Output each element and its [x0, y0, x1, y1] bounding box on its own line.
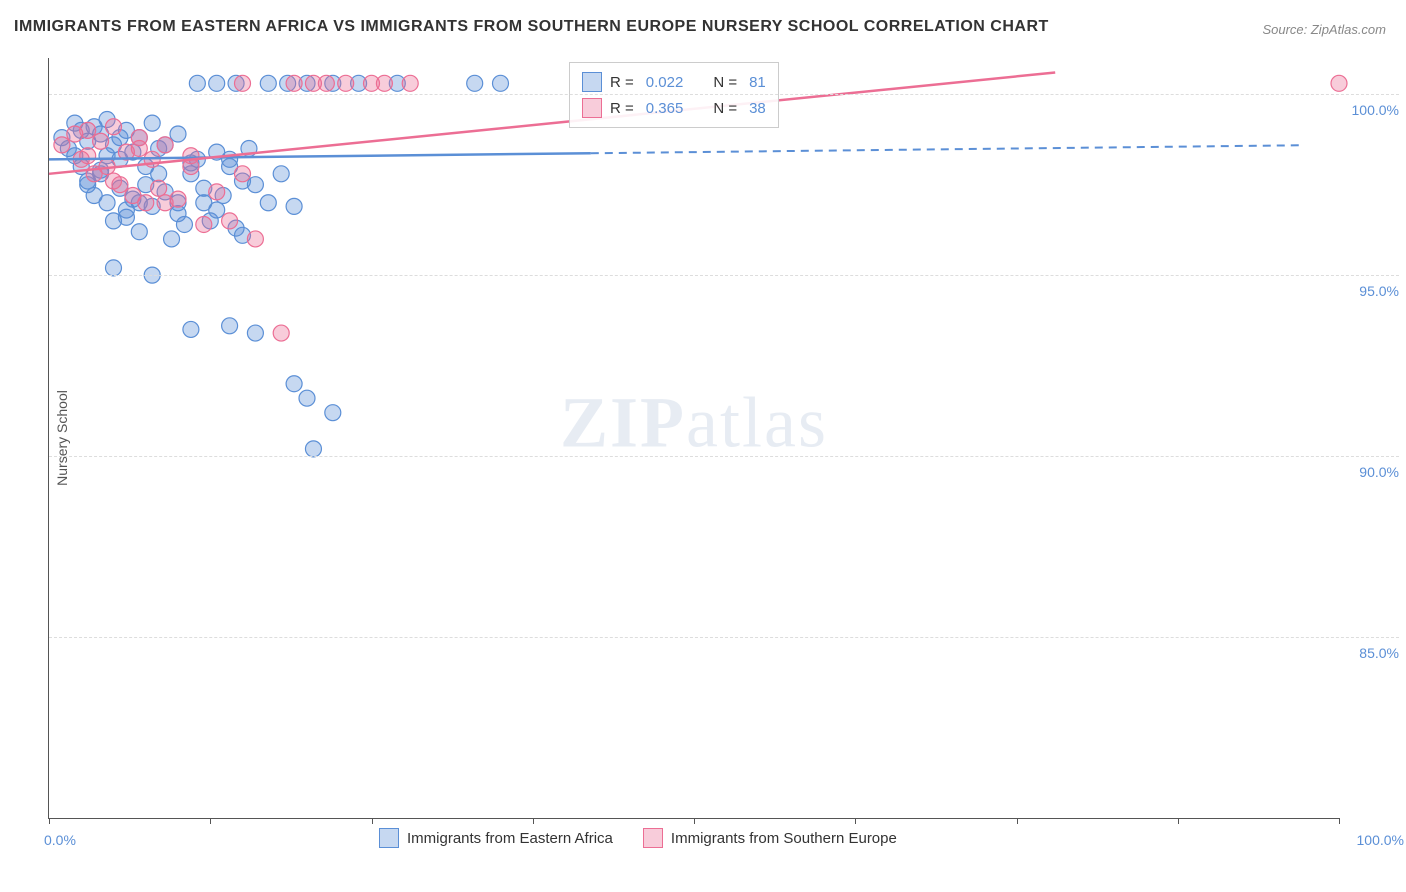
data-point	[196, 216, 212, 232]
gridline	[49, 275, 1399, 276]
data-point	[247, 231, 263, 247]
y-tick-label: 100.0%	[1344, 102, 1399, 118]
x-axis-max-label: 100.0%	[1357, 832, 1404, 848]
x-tick	[210, 818, 211, 824]
x-tick	[855, 818, 856, 824]
data-point	[151, 180, 167, 196]
y-tick-label: 90.0%	[1344, 464, 1399, 480]
n-value: 81	[749, 74, 766, 91]
series-legend-label: Immigrants from Southern Europe	[671, 830, 897, 847]
data-point	[222, 213, 238, 229]
data-point	[157, 137, 173, 153]
x-tick	[533, 818, 534, 824]
gridline	[49, 94, 1399, 95]
y-tick-label: 85.0%	[1344, 645, 1399, 661]
data-point	[493, 75, 509, 91]
data-point	[235, 166, 251, 182]
data-point	[189, 75, 205, 91]
data-point	[222, 151, 238, 167]
x-tick	[694, 818, 695, 824]
data-point	[376, 75, 392, 91]
legend-row: R = 0.022 N = 81	[582, 69, 766, 95]
plot-area: Nursery School ZIPatlas R =0.022N =81R =…	[48, 58, 1339, 819]
series-legend-item: Immigrants from Southern Europe	[643, 828, 897, 848]
data-point	[80, 148, 96, 164]
gridline	[49, 456, 1399, 457]
x-axis-min-label: 0.0%	[44, 832, 76, 848]
chart-svg	[49, 58, 1339, 818]
series-legend: Immigrants from Eastern Africa Immigrants…	[379, 828, 897, 848]
data-point	[106, 260, 122, 276]
y-tick-label: 95.0%	[1344, 283, 1399, 299]
data-point	[93, 133, 109, 149]
data-point	[338, 75, 354, 91]
data-point	[209, 75, 225, 91]
data-point	[286, 376, 302, 392]
x-tick	[1339, 818, 1340, 824]
r-value: 0.365	[646, 100, 684, 117]
series-legend-item: Immigrants from Eastern Africa	[379, 828, 613, 848]
data-point	[299, 390, 315, 406]
data-point	[164, 231, 180, 247]
gridline	[49, 637, 1399, 638]
data-point	[273, 325, 289, 341]
data-point	[106, 119, 122, 135]
r-label: R =	[610, 100, 634, 117]
data-point	[260, 75, 276, 91]
x-tick	[372, 818, 373, 824]
data-point	[402, 75, 418, 91]
data-point	[144, 115, 160, 131]
data-point	[54, 137, 70, 153]
data-point	[467, 75, 483, 91]
data-point	[138, 195, 154, 211]
n-label: N =	[713, 74, 737, 91]
r-value: 0.022	[646, 74, 684, 91]
source-label: Source:	[1262, 22, 1310, 37]
data-point	[151, 166, 167, 182]
source-attribution: Source: ZipAtlas.com	[1262, 22, 1386, 37]
data-point	[209, 202, 225, 218]
legend-swatch	[643, 828, 663, 848]
data-point	[325, 405, 341, 421]
data-point	[170, 126, 186, 142]
x-tick	[1178, 818, 1179, 824]
data-point	[260, 195, 276, 211]
data-point	[318, 75, 334, 91]
source-value: ZipAtlas.com	[1311, 22, 1386, 37]
data-point	[286, 75, 302, 91]
chart-title: IMMIGRANTS FROM EASTERN AFRICA VS IMMIGR…	[14, 18, 1049, 36]
x-tick	[1017, 818, 1018, 824]
data-point	[131, 140, 147, 156]
data-point	[209, 184, 225, 200]
data-point	[170, 206, 186, 222]
data-point	[183, 321, 199, 337]
data-point	[247, 325, 263, 341]
data-point	[99, 195, 115, 211]
data-point	[1331, 75, 1347, 91]
series-legend-label: Immigrants from Eastern Africa	[407, 830, 613, 847]
legend-swatch	[379, 828, 399, 848]
legend-swatch	[582, 72, 602, 92]
data-point	[305, 441, 321, 457]
data-point	[273, 166, 289, 182]
r-label: R =	[610, 74, 634, 91]
data-point	[80, 122, 96, 138]
data-point	[118, 209, 134, 225]
data-point	[286, 198, 302, 214]
n-label: N =	[713, 100, 737, 117]
trend-line-dashed	[591, 145, 1301, 153]
x-tick	[49, 818, 50, 824]
data-point	[157, 195, 173, 211]
n-value: 38	[749, 100, 766, 117]
data-point	[222, 318, 238, 334]
legend-swatch	[582, 98, 602, 118]
legend-row: R = 0.365 N = 38	[582, 95, 766, 121]
data-point	[235, 75, 251, 91]
data-point	[131, 224, 147, 240]
data-point	[106, 173, 122, 189]
data-point	[247, 177, 263, 193]
